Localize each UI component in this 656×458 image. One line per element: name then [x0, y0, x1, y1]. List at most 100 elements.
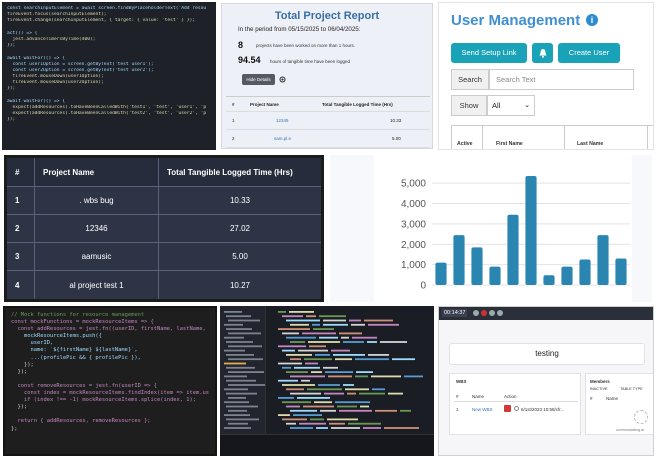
code-token [286, 388, 304, 391]
bar[interactable] [561, 266, 573, 285]
wbs-link[interactable]: New WBS [472, 407, 493, 412]
code-token [343, 384, 354, 386]
file-item[interactable] [224, 401, 249, 404]
row-num: 3 [7, 243, 35, 270]
stop-icon[interactable] [481, 310, 487, 316]
code-token [375, 409, 397, 412]
terminal-panel[interactable] [220, 434, 434, 456]
bar[interactable] [597, 235, 609, 285]
file-item[interactable] [226, 341, 253, 343]
code-token [368, 323, 399, 326]
file-item[interactable] [224, 414, 250, 416]
code-token [303, 405, 334, 408]
code-token [359, 392, 385, 395]
code-line: ...(profilePic && { profilePic }), [11, 354, 141, 361]
code-token [339, 332, 362, 335]
hide-details-button[interactable]: Hide Details [242, 74, 275, 85]
create-user-button[interactable]: Create User [558, 43, 620, 63]
show-select[interactable]: All ⌄ [487, 95, 535, 116]
file-item[interactable] [224, 362, 246, 365]
file-item[interactable] [224, 427, 251, 429]
bar[interactable] [507, 214, 519, 285]
code-token [335, 358, 352, 361]
file-item[interactable] [224, 388, 248, 391]
code-token [372, 388, 385, 391]
file-item[interactable] [224, 311, 242, 313]
delete-button[interactable] [504, 405, 511, 412]
code-token [278, 311, 286, 313]
code-line: }); [7, 86, 16, 92]
file-item[interactable] [226, 418, 259, 421]
refresh-icon[interactable] [497, 310, 503, 316]
code-token [404, 375, 423, 378]
bar[interactable] [525, 176, 537, 285]
y-tick-label: 4,000 [401, 199, 426, 210]
code-token [298, 349, 328, 352]
file-item[interactable] [228, 371, 264, 373]
file-item[interactable] [228, 397, 246, 399]
bar[interactable] [435, 262, 447, 285]
code-token [286, 319, 320, 322]
project-link[interactable]: 12345 [276, 118, 289, 123]
search-input[interactable]: Search Text [489, 69, 634, 90]
code-token [314, 401, 332, 404]
code-token [356, 371, 373, 373]
file-item[interactable] [228, 422, 248, 425]
code-line: return { addResources, removeResources }… [11, 418, 151, 425]
play-icon[interactable] [473, 310, 479, 316]
pause-icon[interactable] [489, 310, 495, 316]
code-token [286, 354, 312, 356]
file-item[interactable] [226, 366, 255, 369]
info-icon[interactable]: i [586, 14, 598, 26]
file-item[interactable] [226, 315, 251, 318]
file-item[interactable] [228, 319, 260, 322]
file-item[interactable] [226, 405, 258, 408]
row-time: 10.27 [229, 280, 251, 290]
file-item[interactable] [228, 384, 265, 386]
bell-button[interactable] [532, 43, 553, 63]
bar[interactable] [543, 275, 555, 285]
code-line: fireEvent.mouseDown(user1Option); [7, 74, 104, 80]
code-token [345, 388, 369, 391]
table-type-toggle[interactable]: TABLE TYPE [620, 387, 643, 391]
file-item[interactable] [228, 345, 262, 348]
code-token [316, 427, 328, 429]
eye-icon[interactable] [279, 76, 286, 83]
code-line: expect(addResources).toHaveBeenCalledWit… [7, 105, 207, 110]
show-label: Show [451, 95, 487, 116]
bar[interactable] [453, 235, 465, 285]
wbs-col-num: # [456, 394, 459, 399]
code-token [323, 323, 348, 326]
row-project-name: 12346 [35, 215, 159, 242]
file-item[interactable] [226, 328, 252, 330]
code-line: if (index !== -1) mockResourceItems.spli… [11, 397, 196, 404]
code-token [293, 414, 322, 416]
code-token [347, 392, 356, 395]
bar[interactable] [471, 247, 483, 285]
inactive-toggle[interactable]: INACTIVE [590, 387, 608, 391]
file-item[interactable] [228, 409, 247, 412]
bar[interactable] [615, 258, 627, 285]
code-line: fireEvent.focus(searchInputElement); [7, 12, 107, 18]
file-item[interactable] [226, 392, 257, 395]
file-item[interactable] [226, 354, 254, 356]
file-item[interactable] [224, 336, 244, 339]
code-line [11, 411, 209, 418]
code-token [286, 405, 300, 408]
file-item[interactable] [224, 323, 243, 326]
code-token [320, 409, 336, 412]
col-project-name: Project Name [250, 101, 279, 107]
bar[interactable] [489, 266, 501, 285]
file-item[interactable] [224, 375, 247, 378]
file-item[interactable] [226, 379, 256, 382]
code-token [368, 354, 389, 356]
bar[interactable] [579, 259, 591, 285]
file-item[interactable] [228, 332, 261, 335]
y-tick-label: 3,000 [401, 219, 426, 230]
send-setup-link-button[interactable]: Send Setup Link [451, 43, 527, 63]
code-token [343, 341, 364, 343]
project-link[interactable]: sam.pl.e [274, 136, 292, 141]
file-item[interactable] [228, 358, 263, 361]
code-token [355, 375, 368, 378]
file-item[interactable] [224, 349, 245, 352]
